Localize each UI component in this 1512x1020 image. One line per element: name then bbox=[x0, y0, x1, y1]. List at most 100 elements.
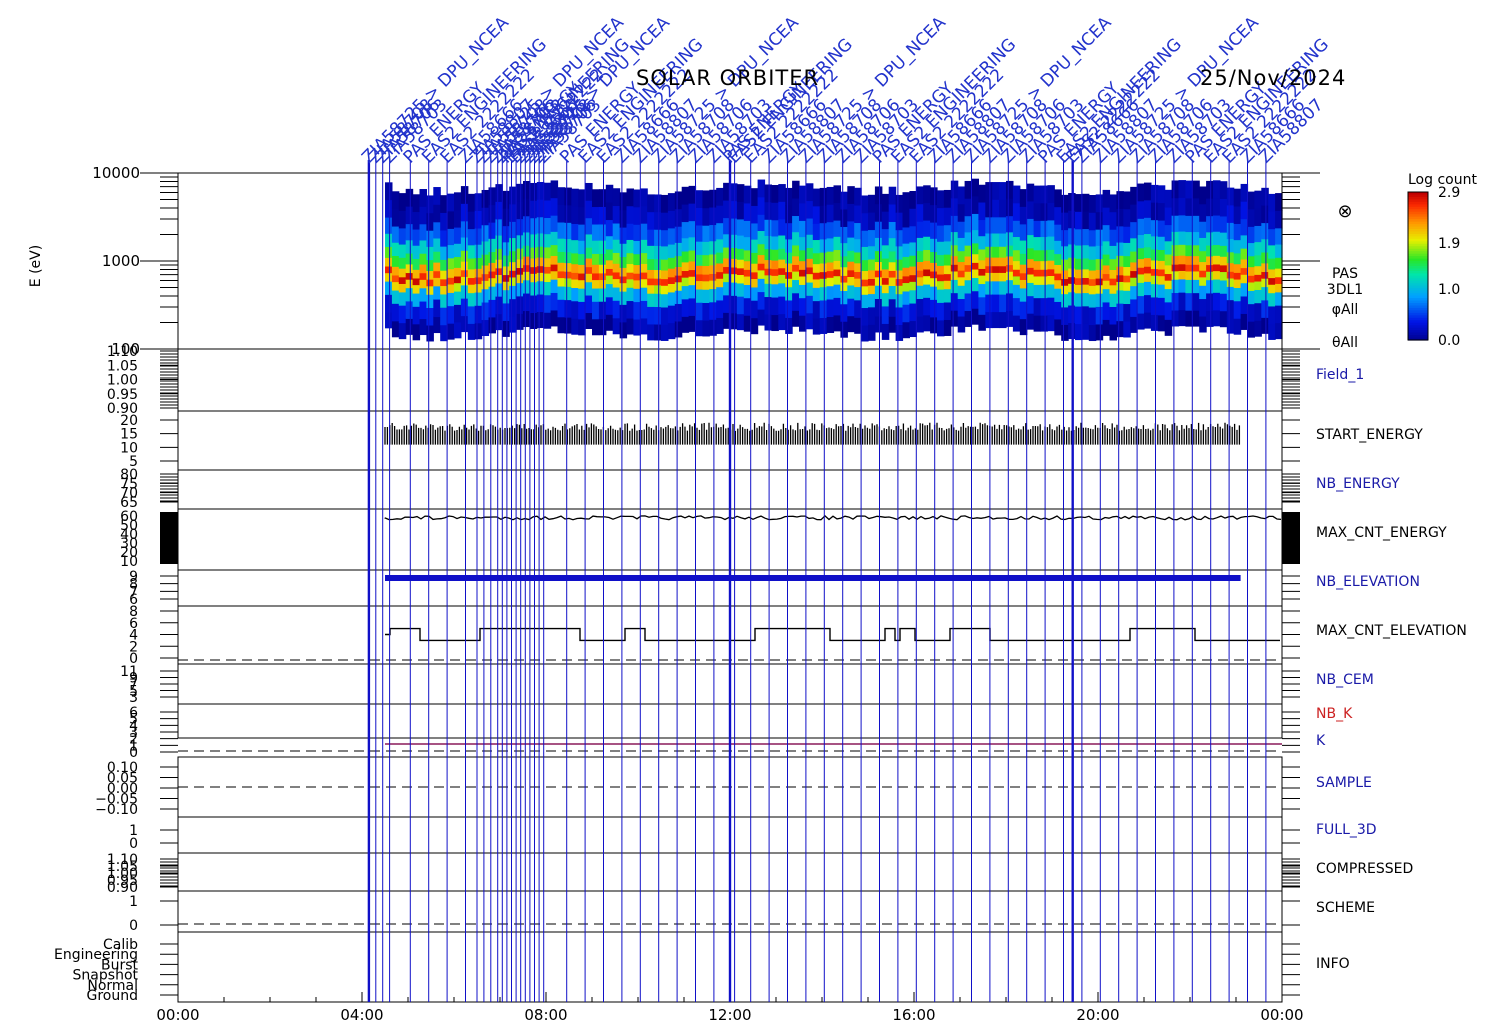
colorbar-segment bbox=[1408, 266, 1428, 270]
spectrogram-cell bbox=[764, 184, 772, 203]
spectrogram-cell bbox=[1116, 225, 1124, 243]
spectrogram-cell bbox=[923, 185, 931, 204]
spectrogram-cell bbox=[516, 183, 524, 202]
spectrogram-cell bbox=[598, 253, 607, 265]
spectrogram-cell bbox=[433, 221, 441, 239]
spectrogram-cell bbox=[1006, 198, 1014, 217]
spectrogram-cell bbox=[398, 227, 407, 245]
spectrogram-cell bbox=[440, 293, 448, 308]
spectrogram-cell bbox=[730, 295, 738, 314]
spectrogram-cell bbox=[1240, 267, 1249, 275]
spectrogram-cell bbox=[695, 319, 703, 337]
panel-tick-label: 8 bbox=[129, 577, 138, 593]
spectrogram-cell bbox=[985, 246, 993, 258]
spectrogram-cell bbox=[1268, 211, 1276, 230]
spectrogram-cell bbox=[474, 193, 483, 212]
spectrogram-cell bbox=[647, 211, 655, 230]
spectrogram-cell bbox=[509, 261, 517, 271]
spectrogram-cell bbox=[785, 262, 793, 273]
spectrogram-cell bbox=[943, 301, 952, 320]
spectrogram-cell bbox=[1254, 225, 1262, 243]
spectrogram-cell bbox=[1026, 258, 1035, 268]
spectrogram-cell bbox=[633, 253, 641, 266]
max-cnt-energy-trace bbox=[384, 515, 1282, 521]
spectrogram-cell bbox=[1206, 245, 1214, 257]
spectrogram-cell bbox=[550, 309, 559, 327]
spectrogram-cell bbox=[1247, 208, 1255, 227]
spectrogram-cell bbox=[909, 320, 917, 338]
colorbar-segment bbox=[1408, 194, 1428, 198]
spectrogram-cell bbox=[923, 249, 931, 261]
spectrogram-cell bbox=[957, 221, 966, 238]
spectrogram-cell bbox=[557, 270, 565, 279]
spectrogram-cell bbox=[1006, 180, 1014, 199]
spectrogram-cell bbox=[985, 280, 993, 295]
spectrogram-cell bbox=[805, 273, 814, 283]
spectrogram-cell bbox=[1012, 202, 1021, 221]
spectrogram-cell bbox=[1261, 317, 1269, 334]
spectrogram-cell bbox=[633, 206, 641, 225]
colorbar-segment bbox=[1408, 268, 1428, 272]
spectrogram-cell bbox=[564, 262, 572, 272]
spectrogram-cell bbox=[819, 238, 828, 253]
spectrogram-cell bbox=[750, 317, 759, 335]
spectrogram-cell bbox=[730, 312, 738, 330]
spectrogram-cell bbox=[805, 234, 814, 248]
spectrogram-cell bbox=[1254, 289, 1262, 304]
spectrogram-cell bbox=[1137, 234, 1145, 249]
spectrogram-cell bbox=[819, 205, 828, 224]
spectrogram-cell bbox=[419, 272, 427, 280]
spectrogram-cell bbox=[557, 187, 565, 205]
spectrogram-cell bbox=[1192, 292, 1200, 311]
spectrogram-cell bbox=[854, 251, 862, 264]
spectrogram-cell bbox=[467, 284, 476, 294]
spectrogram-cell bbox=[447, 268, 455, 278]
spectrogram-cell bbox=[868, 306, 876, 325]
spectrogram-cell bbox=[1247, 303, 1255, 322]
spectrogram-cell bbox=[812, 272, 821, 280]
panel-tick-label: 6 bbox=[129, 616, 138, 632]
spectrogram-cell bbox=[819, 222, 828, 240]
spectrogram-cell bbox=[454, 321, 462, 339]
spectrogram-cell bbox=[1040, 185, 1048, 204]
spectrogram-cell bbox=[612, 286, 621, 301]
spectrogram-cell bbox=[861, 259, 869, 272]
spectrogram-cell bbox=[950, 292, 959, 311]
spectrogram-cell bbox=[695, 288, 703, 303]
spectrogram-cell bbox=[460, 203, 469, 222]
spectrogram-cell bbox=[688, 203, 697, 222]
spectrogram-cell bbox=[799, 220, 807, 238]
panel-tick-label: 2 bbox=[129, 639, 138, 655]
spectrogram-cell bbox=[909, 191, 917, 209]
spectrogram-cell bbox=[1261, 187, 1269, 206]
spectrogram-cell bbox=[950, 244, 959, 257]
spectrogram-cell bbox=[930, 238, 938, 253]
spectrogram-cell bbox=[785, 205, 793, 224]
spectrogram-cell bbox=[895, 324, 904, 341]
spectrogram-cell bbox=[923, 268, 931, 277]
spectrogram-cell bbox=[564, 317, 572, 334]
spectrogram-cell bbox=[488, 316, 496, 334]
spectrogram-cell bbox=[730, 258, 738, 268]
spectrogram-cell bbox=[1206, 198, 1214, 217]
spectrogram-cell bbox=[481, 207, 490, 226]
spectrogram-cell bbox=[819, 299, 828, 318]
spectrogram-cell bbox=[1164, 288, 1173, 303]
spectrogram-cell bbox=[426, 259, 434, 271]
colorbar-segment bbox=[1408, 224, 1428, 228]
spectrogram-cell bbox=[1019, 272, 1028, 280]
spectrogram-cell bbox=[799, 236, 807, 251]
spectrogram-cell bbox=[812, 300, 821, 319]
spectrogram-cell bbox=[840, 255, 848, 268]
spectrogram-cell bbox=[1213, 231, 1221, 245]
spectrogram-cell bbox=[695, 265, 703, 275]
spectrogram-cell bbox=[1247, 290, 1255, 305]
spectrogram-cell bbox=[930, 187, 938, 206]
spectrogram-cell bbox=[1033, 275, 1042, 285]
spectrogram-cell bbox=[812, 278, 821, 288]
spectrogram-cell bbox=[564, 277, 572, 287]
spectrogram-cell bbox=[1254, 254, 1262, 267]
spectrogram-cell bbox=[999, 216, 1007, 234]
spectrogram-cell bbox=[405, 272, 414, 280]
